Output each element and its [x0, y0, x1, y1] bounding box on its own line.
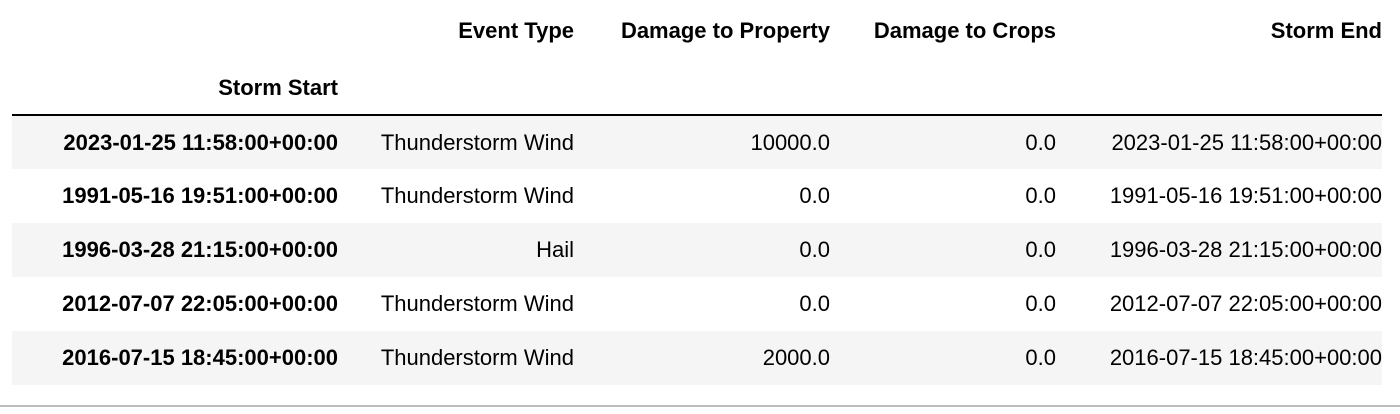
column-header-row: Event Type Damage to Property Damage to …: [12, 0, 1382, 62]
row-index: 1991-05-16 19:51:00+00:00: [62, 183, 338, 208]
cell-damage-property: 0.0: [799, 237, 830, 262]
cell-event-type: Thunderstorm Wind: [380, 291, 574, 316]
cell-damage-crops: 0.0: [1025, 345, 1056, 370]
row-index: 2016-07-15 18:45:00+00:00: [62, 345, 338, 370]
column-header-event-type: Event Type: [458, 18, 574, 43]
table-row: 2012-07-07 22:05:00+00:00 Thunderstorm W…: [12, 277, 1382, 331]
table-body: 2023-01-25 11:58:00+00:00 Thunderstorm W…: [12, 115, 1382, 385]
cell-event-type: Hail: [536, 237, 574, 262]
cell-damage-property: 0.0: [799, 291, 830, 316]
cell-storm-end: 1996-03-28 21:15:00+00:00: [1109, 237, 1382, 262]
cell-event-type: Thunderstorm Wind: [380, 129, 574, 155]
table-row: 1996-03-28 21:15:00+00:00 Hail 0.0 0.0 1…: [12, 223, 1382, 277]
table-row: 2016-07-15 18:45:00+00:00 Thunderstorm W…: [12, 331, 1382, 385]
cell-damage-crops: 0.0: [1025, 183, 1056, 208]
column-header-storm-end: Storm End: [1270, 18, 1382, 43]
cell-storm-end: 2016-07-15 18:45:00+00:00: [1109, 345, 1382, 370]
column-header-damage-property: Damage to Property: [620, 18, 830, 43]
dataframe-table: Event Type Damage to Property Damage to …: [12, 0, 1382, 385]
cell-damage-property: 2000.0: [762, 345, 830, 370]
index-name-row: Storm Start: [12, 62, 1382, 116]
cell-damage-property: 10000.0: [750, 129, 830, 155]
table-row: 2023-01-25 11:58:00+00:00 Thunderstorm W…: [12, 115, 1382, 169]
cell-storm-end: 1991-05-16 19:51:00+00:00: [1109, 183, 1382, 208]
row-index: 2023-01-25 11:58:00+00:00: [63, 129, 338, 155]
row-index: 1996-03-28 21:15:00+00:00: [62, 237, 338, 262]
table-header: Event Type Damage to Property Damage to …: [12, 0, 1382, 116]
index-header-blank: [12, 0, 338, 62]
cell-damage-crops: 0.0: [1025, 291, 1056, 316]
output-bottom-divider: [0, 405, 1400, 407]
index-name-blank: [338, 62, 574, 116]
index-name-blank: [830, 62, 1056, 116]
cell-storm-end: 2012-07-07 22:05:00+00:00: [1109, 291, 1382, 316]
cell-storm-end: 2023-01-25 11:58:00+00:00: [1111, 129, 1382, 155]
cell-damage-crops: 0.0: [1025, 129, 1056, 155]
cell-event-type: Thunderstorm Wind: [380, 345, 574, 370]
row-index: 2012-07-07 22:05:00+00:00: [62, 291, 338, 316]
table-row: 1991-05-16 19:51:00+00:00 Thunderstorm W…: [12, 169, 1382, 223]
column-header-damage-crops: Damage to Crops: [873, 18, 1056, 43]
cell-damage-property: 0.0: [799, 183, 830, 208]
cell-event-type: Thunderstorm Wind: [380, 183, 574, 208]
index-name-blank: [1056, 62, 1382, 116]
cell-damage-crops: 0.0: [1025, 237, 1056, 262]
index-name-header: Storm Start: [12, 62, 338, 116]
index-name-blank: [574, 62, 830, 116]
